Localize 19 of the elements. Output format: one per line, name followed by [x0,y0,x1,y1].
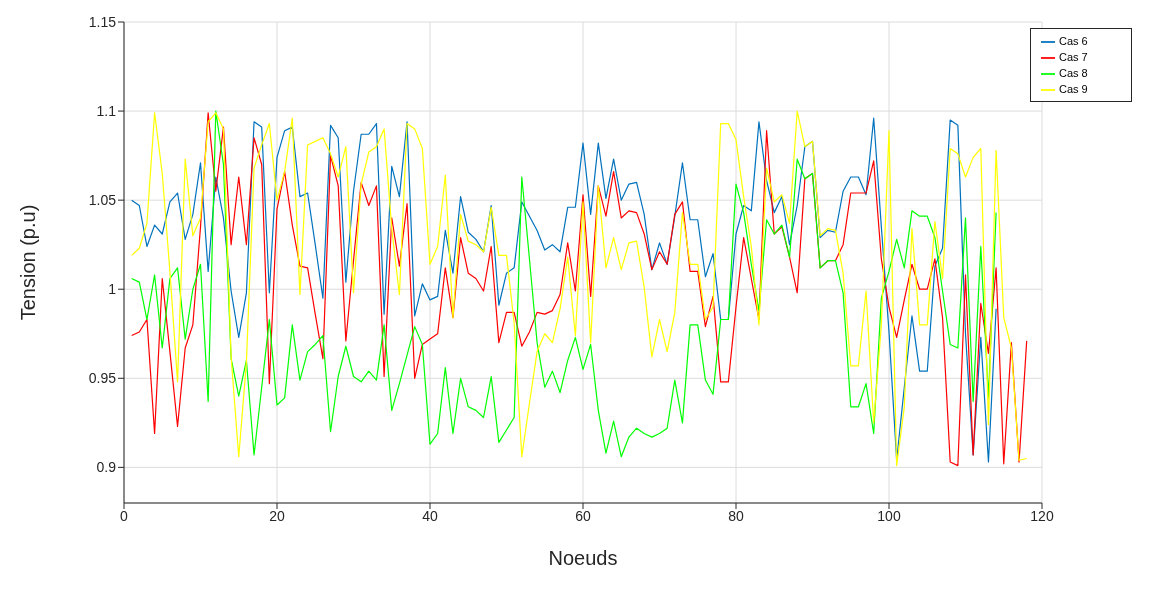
y-tick-label: 1.1 [96,103,117,120]
legend-label: Cas 7 [1059,51,1088,64]
y-tick-label: 1 [108,281,117,298]
x-tick-label: 120 [1030,507,1054,524]
x-tick-label: 40 [422,507,438,524]
x-tick-label: 80 [728,507,744,524]
y-axis-title: Tension (p.u) [17,204,40,321]
y-tick-label: 1.05 [88,192,117,209]
x-tick-label: 60 [575,507,591,524]
x-tick-label: 0 [120,507,129,524]
x-tick-label: 100 [877,507,901,524]
x-axis-title: Noeuds [548,547,618,569]
x-tick-label: 20 [269,507,285,524]
y-tick-label: 0.95 [88,370,117,387]
legend-label: Cas 6 [1059,35,1088,47]
legend-label: Cas 9 [1059,83,1088,96]
y-tick-label: 0.9 [96,459,117,476]
y-tick-label: 1.15 [88,13,117,30]
legend-label: Cas 8 [1059,67,1088,80]
